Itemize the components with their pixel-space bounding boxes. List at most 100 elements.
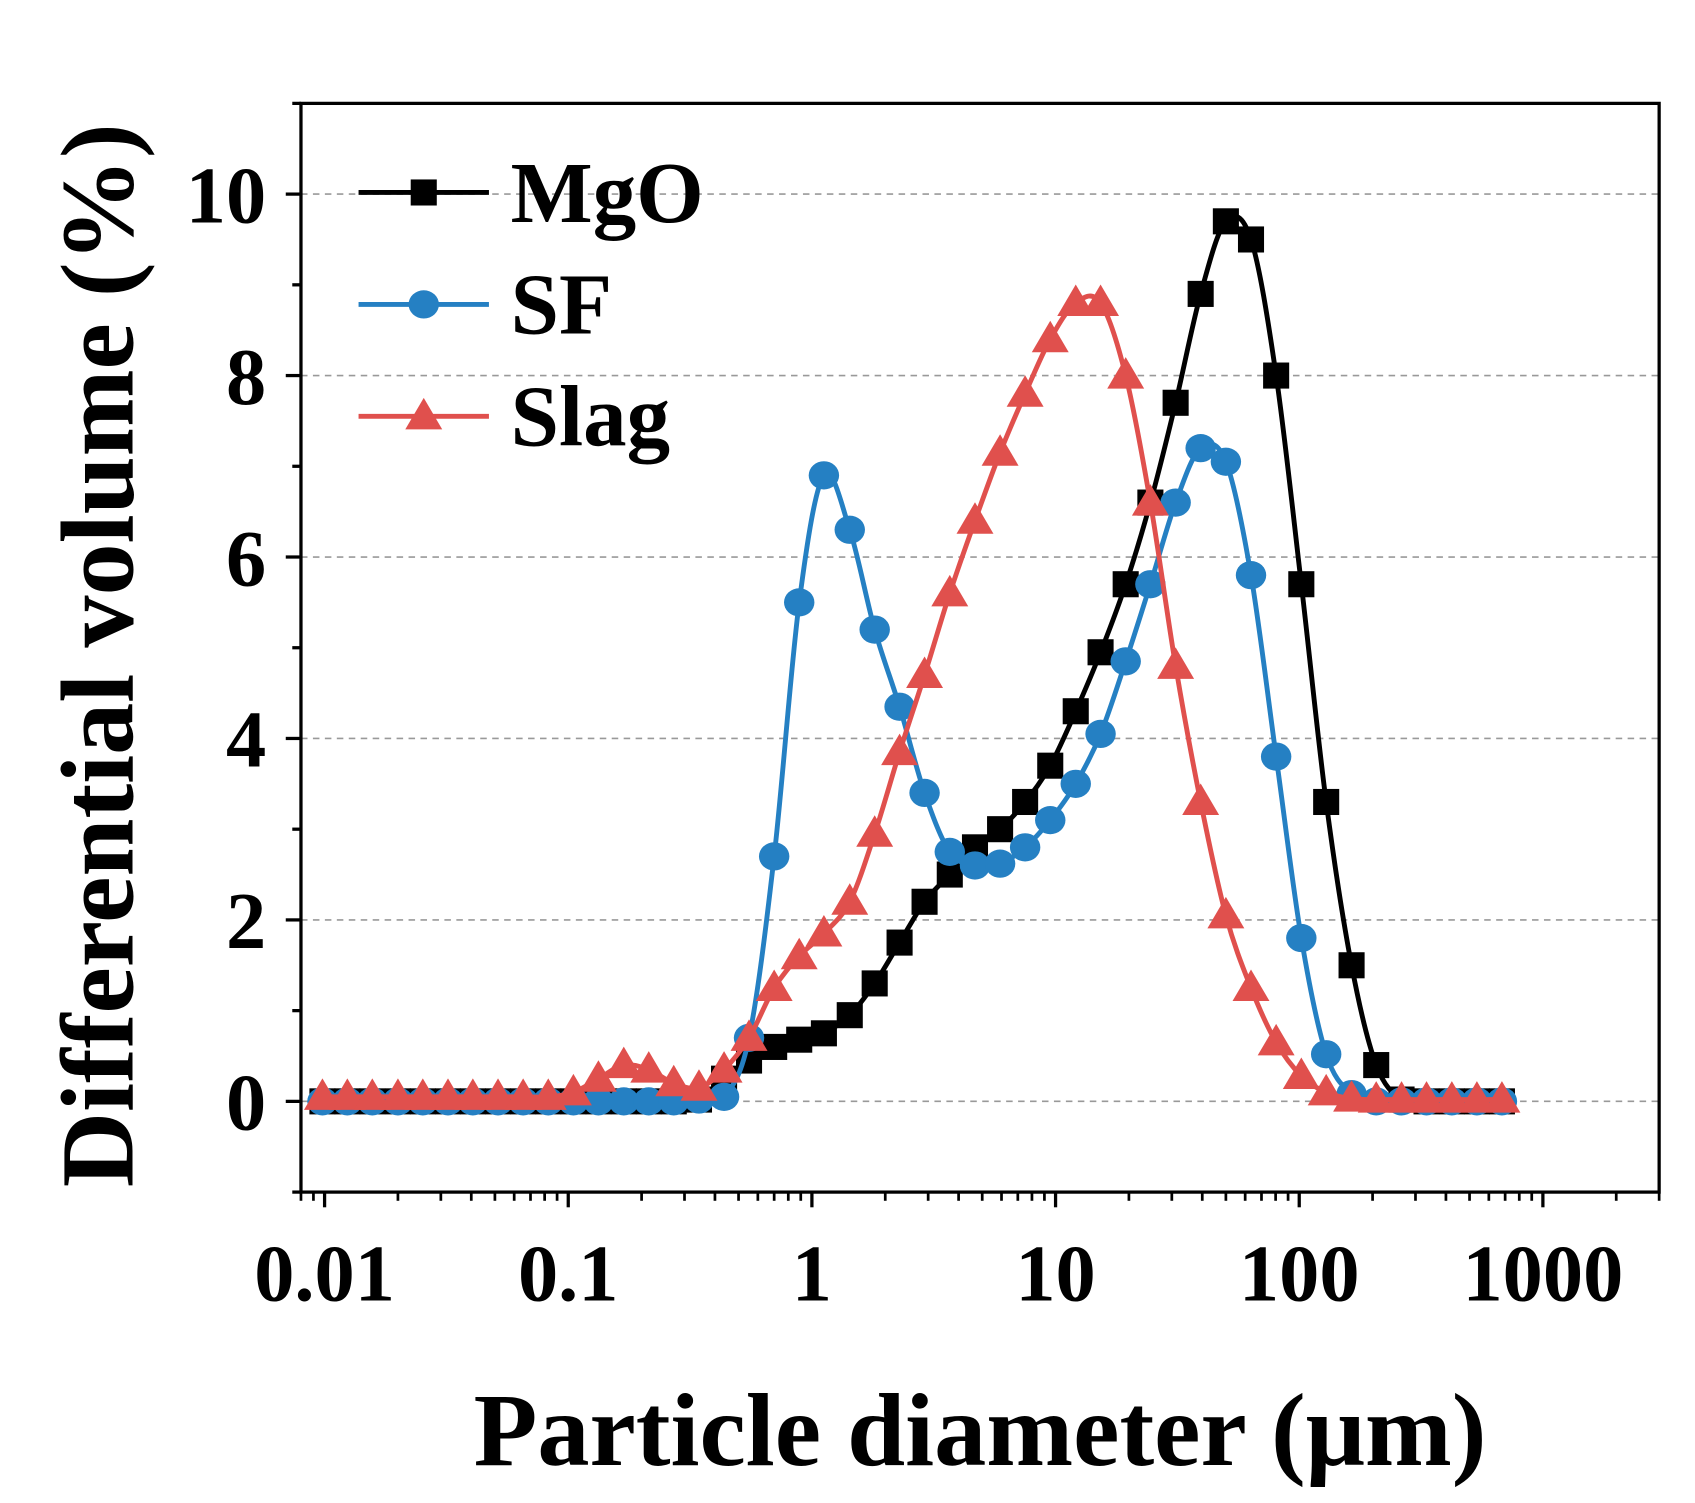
- legend-marker-sf: [408, 290, 439, 319]
- data-point-slag: [454, 1078, 492, 1110]
- data-point-slag: [579, 1060, 617, 1092]
- data-point-mgo: [836, 1002, 863, 1029]
- y-tick-label: 10: [186, 151, 266, 240]
- data-point-slag: [1232, 969, 1270, 1001]
- series-slag: [303, 284, 1521, 1113]
- data-point-slag: [1182, 783, 1220, 816]
- legend-item-mgo: MgO: [358, 145, 704, 241]
- x-tick-label: 0.01: [254, 1230, 395, 1319]
- axis-ticks: 0 2 4 6 8 10 0.01 0.1 1 10 100 1000: [186, 101, 1661, 1319]
- x-tick-label: 100: [1239, 1230, 1360, 1319]
- data-point-slag: [730, 1019, 768, 1051]
- y-tick-label: 4: [226, 696, 266, 785]
- legend-marker-slag: [405, 397, 443, 430]
- data-point-mgo: [1237, 226, 1265, 253]
- data-point-slag: [906, 656, 944, 688]
- series-sf: [307, 434, 1518, 1116]
- data-point-mgo: [810, 1020, 837, 1047]
- data-point-slag: [1082, 284, 1120, 317]
- data-point-mgo: [1087, 639, 1114, 666]
- data-point-mgo: [1263, 362, 1290, 389]
- data-point-slag: [1333, 1080, 1371, 1112]
- data-point-slag: [1282, 1057, 1320, 1090]
- data-point-sf: [633, 1087, 664, 1116]
- series-line-mgo: [322, 213, 1502, 1106]
- data-point-slag: [429, 1078, 467, 1110]
- data-point-slag: [1257, 1023, 1295, 1056]
- data-point-sf: [583, 1087, 614, 1116]
- data-point-sf: [834, 515, 865, 544]
- data-point-mgo: [1212, 208, 1239, 235]
- data-point-slag: [479, 1078, 517, 1110]
- legend: MgO SF Slag: [358, 145, 704, 465]
- data-point-slag: [1157, 647, 1195, 679]
- data-point-slag: [1483, 1081, 1521, 1113]
- y-tick-label: 8: [226, 333, 266, 422]
- data-point-slag: [831, 883, 869, 915]
- gridlines: [300, 193, 1660, 1103]
- data-point-sf: [708, 1082, 740, 1111]
- data-point-sf: [808, 461, 840, 490]
- data-point-mgo: [1112, 571, 1139, 598]
- data-point-sf: [1085, 719, 1116, 749]
- data-point-sf: [909, 778, 940, 808]
- data-point-sf: [1160, 488, 1191, 517]
- data-point-slag: [1006, 375, 1044, 407]
- data-point-slag: [881, 733, 919, 766]
- data-point-slag: [1307, 1073, 1345, 1106]
- y-axis-title: Differential volume (%): [40, 123, 156, 1187]
- x-axis-title: Particle diameter (μm): [474, 1372, 1487, 1488]
- legend-label-mgo: MgO: [511, 145, 704, 241]
- data-point-sf: [1110, 647, 1141, 676]
- data-point-mgo: [1338, 952, 1365, 979]
- legend-item-sf: SF: [358, 257, 612, 353]
- data-point-sf: [784, 588, 815, 617]
- data-point-sf: [758, 842, 790, 871]
- data-point-mgo: [1162, 389, 1189, 416]
- data-point-mgo: [761, 1033, 788, 1060]
- legend-marker-mgo: [410, 179, 437, 206]
- data-point-slag: [1207, 896, 1245, 929]
- data-point-sf: [1185, 434, 1216, 463]
- data-point-mgo: [987, 816, 1014, 843]
- data-point-sf: [1135, 570, 1166, 599]
- x-tick-label: 0.1: [518, 1230, 619, 1319]
- data-point-slag: [504, 1078, 542, 1110]
- data-point-mgo: [861, 970, 888, 997]
- data-point-mgo: [1288, 571, 1315, 598]
- data-point-slag: [805, 915, 843, 947]
- y-tick-label: 6: [226, 514, 266, 603]
- y-tick-label: 0: [226, 1059, 266, 1148]
- data-point-slag: [856, 815, 894, 847]
- data-point-slag: [630, 1051, 668, 1083]
- data-point-slag: [605, 1046, 643, 1079]
- data-point-mgo: [1062, 698, 1089, 725]
- data-point-slag: [1031, 320, 1069, 353]
- data-point-slag: [755, 969, 793, 1001]
- data-point-slag: [353, 1078, 391, 1110]
- data-point-sf: [984, 849, 1016, 878]
- data-point-slag: [1107, 357, 1145, 389]
- data-point-mgo: [886, 929, 913, 956]
- data-point-slag: [1458, 1081, 1496, 1113]
- data-point-mgo: [786, 1026, 813, 1053]
- data-point-sf: [1035, 805, 1066, 835]
- data-point-slag: [680, 1069, 718, 1101]
- data-point-slag: [1057, 284, 1095, 317]
- data-point-mgo: [1012, 788, 1039, 816]
- data-point-slag: [379, 1078, 417, 1110]
- x-tick-label: 1000: [1462, 1230, 1623, 1319]
- x-tick-label: 1: [792, 1230, 832, 1319]
- legend-label-sf: SF: [511, 257, 612, 353]
- legend-label-slag: Slag: [511, 369, 670, 465]
- data-point-sf: [1060, 769, 1091, 798]
- legend-item-slag: Slag: [358, 369, 670, 465]
- series-layer: [303, 208, 1521, 1116]
- data-point-sf: [1235, 561, 1267, 590]
- data-point-sf: [1210, 447, 1242, 476]
- data-point-slag: [655, 1064, 693, 1097]
- data-point-slag: [328, 1078, 366, 1110]
- data-point-slag: [404, 1078, 442, 1110]
- y-tick-label: 2: [226, 877, 266, 966]
